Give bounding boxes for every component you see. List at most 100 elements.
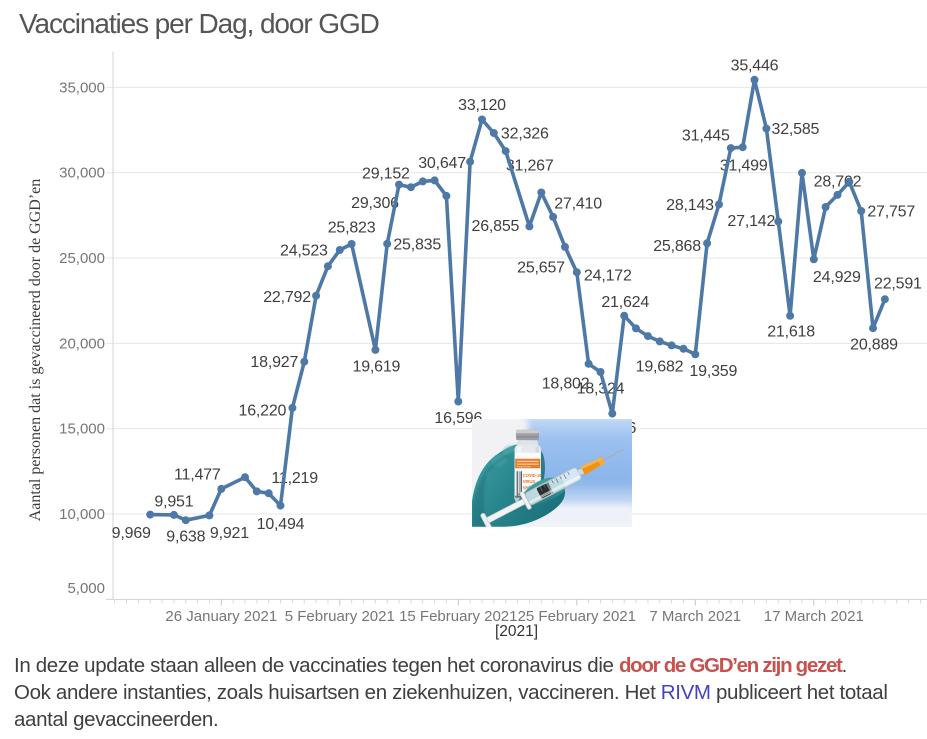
data-point[interactable] — [371, 345, 380, 354]
data-point-label: 30,647 — [418, 155, 466, 172]
data-point[interactable] — [584, 359, 593, 368]
x-tick-label: 26 January 2021 — [165, 608, 277, 625]
data-point[interactable] — [549, 212, 558, 221]
data-point[interactable] — [738, 143, 747, 152]
data-point[interactable] — [478, 115, 486, 124]
vaccinations-line-chart: 5,000 10,000 15,000 20,000 25,000 30,000 35,00… — [27, 51, 927, 640]
data-point[interactable] — [750, 75, 759, 84]
data-point[interactable] — [596, 368, 605, 376]
data-point[interactable] — [169, 510, 178, 519]
data-point[interactable] — [703, 239, 712, 248]
data-point[interactable] — [726, 144, 735, 153]
data-point-label: 35,446 — [731, 57, 779, 74]
data-point[interactable] — [809, 255, 818, 264]
data-point-label: 31,267 — [506, 158, 554, 175]
data-point[interactable] — [335, 246, 344, 254]
vaccine-photo: COVID-19 VIRUS VACCINE — [472, 419, 632, 527]
chart-title: Vaccinaties per Dag, door GGD — [19, 8, 380, 39]
data-point-label: 19,359 — [689, 363, 737, 380]
caption-line: aantal gevaccineerden. — [14, 706, 924, 733]
data-point[interactable] — [798, 168, 806, 177]
data-point-label: 31,499 — [720, 158, 768, 175]
data-point-label: 28,143 — [666, 197, 714, 214]
caption-text: In deze update staan alleen de vaccinati… — [14, 652, 924, 733]
data-point[interactable] — [869, 324, 877, 333]
data-point[interactable] — [691, 350, 700, 359]
data-point-label: 27,142 — [727, 213, 775, 230]
data-point[interactable] — [762, 124, 771, 133]
data-point[interactable] — [406, 183, 415, 192]
data-point[interactable] — [323, 262, 332, 271]
data-point-label: 18,802 — [542, 375, 590, 392]
data-point-label: 19,682 — [636, 358, 684, 375]
data-point[interactable] — [679, 344, 688, 353]
data-point[interactable] — [454, 397, 463, 406]
y-tick-label-20000: 20,000 — [59, 335, 105, 352]
data-point-label: 9,638 — [166, 529, 205, 546]
data-point[interactable] — [620, 311, 629, 320]
data-point[interactable] — [383, 239, 392, 248]
caption-line: Ook andere instanties, zoals huisartsen … — [14, 679, 924, 706]
data-point[interactable] — [572, 268, 581, 277]
data-point[interactable] — [241, 473, 249, 482]
data-point[interactable] — [632, 324, 640, 333]
data-point-label: 11,477 — [174, 466, 221, 483]
data-point-label: 24,523 — [280, 243, 328, 260]
y-tick-label-5000: 5,000 — [67, 580, 105, 597]
data-point[interactable] — [430, 176, 439, 185]
data-point[interactable] — [466, 157, 475, 166]
data-point-label: 24,929 — [813, 269, 861, 286]
data-point-label: 21,624 — [601, 294, 649, 311]
data-point-label: 22,792 — [263, 289, 311, 306]
data-point[interactable] — [608, 409, 617, 418]
syringe — [480, 448, 625, 527]
data-point[interactable] — [489, 129, 498, 137]
x-tick-label: 15 February 2021 — [399, 608, 517, 625]
data-point-label: 20,889 — [850, 337, 898, 354]
data-point[interactable] — [845, 177, 854, 186]
vial-label-line1: COVID-19 — [523, 473, 542, 478]
data-point[interactable] — [264, 489, 273, 498]
data-point[interactable] — [217, 484, 226, 493]
data-point[interactable] — [655, 337, 664, 346]
data-point[interactable] — [300, 357, 309, 366]
data-point[interactable] — [205, 511, 214, 520]
data-point[interactable] — [181, 516, 190, 525]
data-point[interactable] — [442, 191, 451, 200]
data-point[interactable] — [667, 341, 676, 350]
data-point-label: 27,410 — [554, 195, 602, 212]
data-point[interactable] — [276, 501, 285, 510]
data-point[interactable] — [786, 311, 795, 320]
data-point[interactable] — [821, 203, 830, 211]
data-point[interactable] — [395, 180, 403, 189]
data-point-label: 16,220 — [239, 402, 287, 419]
caption-line: In deze update staan alleen de vaccinati… — [14, 652, 924, 679]
data-point[interactable] — [501, 147, 510, 156]
data-point[interactable] — [347, 240, 356, 248]
data-point-label: 16,596 — [434, 410, 482, 427]
data-point-label: 9,969 — [112, 525, 151, 542]
data-point-label: 10,494 — [257, 516, 305, 533]
data-point[interactable] — [715, 200, 723, 209]
caption-text-segment: Ook andere instanties, zoals huisartsen … — [14, 680, 661, 704]
data-point[interactable] — [833, 190, 842, 199]
data-point-label: 18,324 — [577, 381, 625, 398]
x-tick-label: 25 February 2021 — [518, 608, 636, 625]
data-point[interactable] — [561, 242, 569, 251]
data-point[interactable] — [146, 510, 155, 519]
data-point-label: 28,702 — [814, 173, 862, 190]
data-point[interactable] — [774, 217, 783, 226]
data-point[interactable] — [288, 403, 297, 412]
data-point[interactable] — [525, 222, 534, 231]
data-point-label: 32,326 — [501, 126, 549, 143]
data-point[interactable] — [880, 295, 889, 304]
rivm-link[interactable]: RIVM — [660, 680, 711, 704]
data-point-label: 26,855 — [472, 218, 520, 235]
data-point[interactable] — [418, 177, 427, 186]
y-tick-label-30000: 30,000 — [59, 165, 105, 182]
data-point[interactable] — [643, 332, 652, 341]
data-point[interactable] — [857, 207, 866, 215]
data-point[interactable] — [537, 188, 546, 197]
data-point[interactable] — [252, 487, 261, 496]
data-point[interactable] — [312, 291, 321, 300]
